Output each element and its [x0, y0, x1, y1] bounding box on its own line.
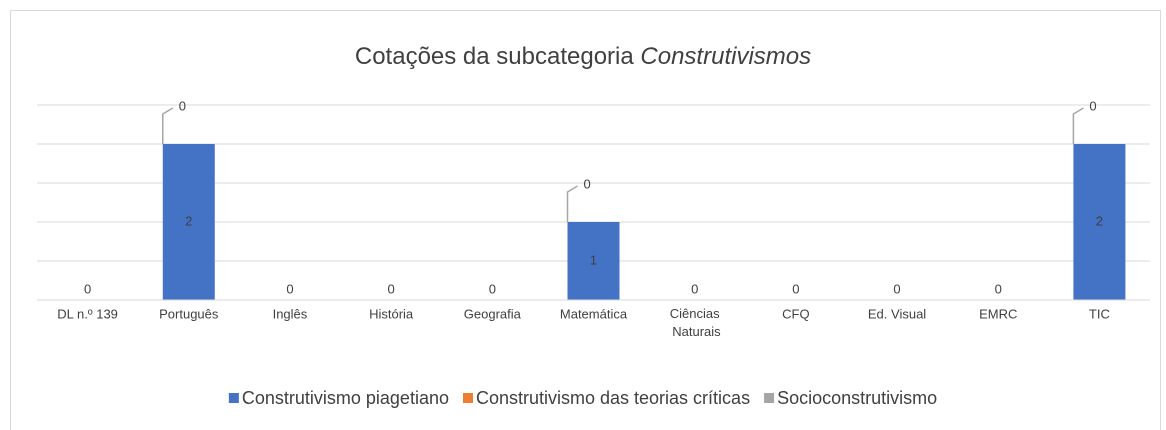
- x-tick-label: Inglês: [273, 306, 308, 321]
- legend-label: Socioconstrutivismo: [777, 388, 937, 408]
- data-label: 0: [84, 281, 91, 296]
- data-label: 0: [489, 281, 496, 296]
- data-label: 0: [388, 281, 395, 296]
- chart-title: Cotações da subcategoria Construtivismos: [355, 43, 811, 70]
- data-label: 0: [1089, 98, 1096, 113]
- bar: [1073, 144, 1126, 300]
- data-label: 0: [691, 281, 698, 296]
- leader-line: [162, 107, 174, 144]
- data-label: 0: [584, 176, 591, 191]
- x-tick-label: Português: [159, 306, 219, 321]
- x-tick-label: DL n.º 139: [57, 306, 118, 321]
- x-tick-label: Ciências Naturais: [669, 306, 722, 339]
- leader-line: [566, 185, 578, 222]
- data-label: 0: [995, 281, 1002, 296]
- x-tick-label: EMRC: [979, 306, 1017, 321]
- x-tick-label: TIC: [1089, 306, 1110, 321]
- data-label: 2: [1096, 213, 1103, 228]
- leader-line: [1072, 107, 1084, 144]
- bar: [162, 144, 215, 300]
- legend-label: Construtivismo piagetiano: [242, 388, 449, 408]
- legend-swatch: [228, 393, 239, 403]
- legend-label: Construtivismo das teorias críticas: [476, 388, 750, 408]
- legend: Construtivismo piagetiano Construtivismo …: [228, 388, 937, 408]
- data-label: 0: [893, 281, 900, 296]
- x-tick-label: História: [369, 306, 414, 321]
- title-emphasis: Construtivismos: [640, 43, 811, 70]
- x-tick-label: CFQ: [782, 306, 809, 321]
- x-tick-label: Ed. Visual: [868, 306, 926, 321]
- title-text: Cotações da subcategoria: [355, 43, 635, 70]
- data-label: 1: [590, 252, 597, 267]
- data-label: 2: [185, 213, 192, 228]
- legend-swatch: [462, 393, 473, 403]
- data-label: 0: [286, 281, 293, 296]
- bar: [567, 222, 620, 300]
- x-tick-label: Matemática: [560, 306, 628, 321]
- data-label: 0: [179, 98, 186, 113]
- x-tick-label: Geografia: [464, 306, 522, 321]
- legend-swatch: [764, 393, 775, 403]
- data-label: 0: [792, 281, 799, 296]
